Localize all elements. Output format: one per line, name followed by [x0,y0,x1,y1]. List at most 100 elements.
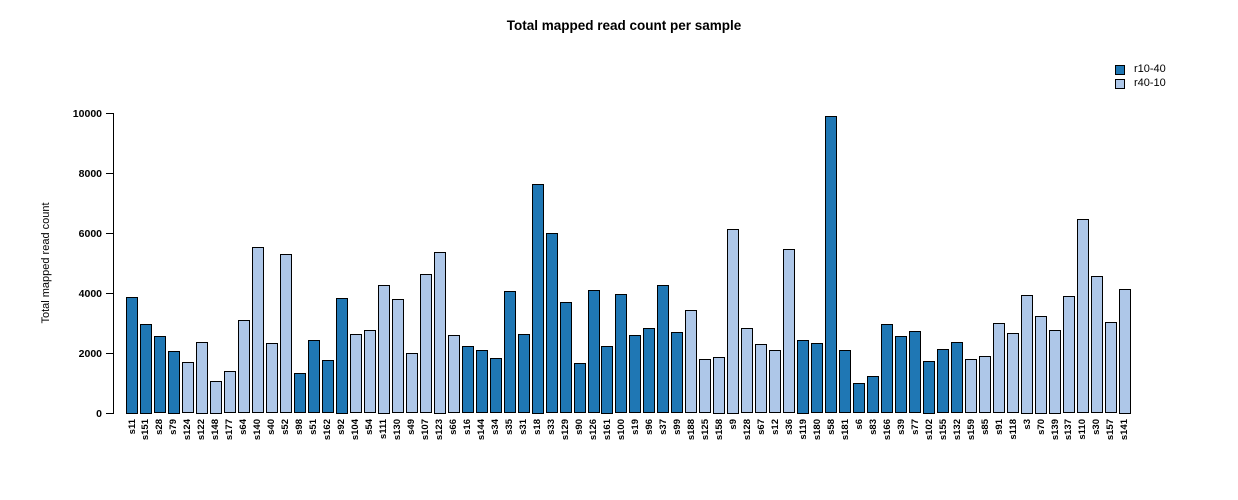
x-tick-label-s102: s102 [923,419,935,441]
bar-s54 [363,330,376,414]
x-tick-label-s128: s128 [741,419,753,441]
x-tick-label-s30: s30 [1091,419,1103,435]
x-tick-label-s54: s54 [364,419,376,435]
x-tick-label-s129: s129 [560,419,572,441]
bar-s6 [853,383,866,414]
bar-s83 [867,375,880,414]
x-tick-label-s124: s124 [182,419,194,441]
x-tick-label-s159: s159 [965,419,977,441]
x-tick-label-s49: s49 [406,419,418,435]
bar-s52 [279,253,292,414]
x-tick-label-s157: s157 [1105,419,1117,441]
x-tick-label-s99: s99 [671,419,683,435]
x-tick-label-s137: s137 [1063,419,1075,441]
x-tick-label-s39: s39 [895,419,907,435]
chart-title: Total mapped read count per sample [506,18,742,33]
bar-s30 [1090,276,1103,414]
x-tick-label-s123: s123 [434,419,446,441]
legend-swatch-icon [1115,78,1125,89]
y-tick-label: 6000 [78,227,102,240]
x-tick-label-s92: s92 [336,419,348,435]
y-tick-mark [106,352,113,355]
bar-s181 [839,349,852,414]
bar-s31 [517,333,530,414]
y-axis-title: Total mapped read count [40,202,52,324]
bar-s3 [1021,295,1034,414]
x-tick-label-s58: s58 [825,419,837,435]
x-tick-label-s34: s34 [490,419,502,435]
x-tick-label-s188: s188 [685,419,697,441]
x-tick-label-s67: s67 [755,419,767,435]
y-tick-mark [106,232,113,235]
bar-s148 [209,380,222,414]
bar-s188 [685,309,698,414]
bar-s9 [727,229,740,414]
x-tick-label-s66: s66 [448,419,460,435]
bar-s67 [755,343,768,414]
legend-swatch-icon [1115,64,1125,75]
bar-s70 [1035,316,1048,414]
bar-s85 [979,355,992,414]
x-tick-label-s33: s33 [546,419,558,435]
bar-s11 [126,296,138,414]
bar-s18 [531,184,544,414]
bar-s177 [223,370,236,414]
y-axis-line [113,113,115,414]
x-tick-label-s104: s104 [350,419,362,441]
x-tick-label-s12: s12 [769,419,781,435]
y-tick-label: 2000 [78,347,102,360]
bar-s128 [741,328,754,414]
x-tick-label-s144: s144 [476,419,488,441]
x-tick-label-s70: s70 [1035,419,1047,435]
bar-s90 [573,362,586,414]
x-tick-label-s139: s139 [1049,419,1061,441]
x-tick-label-s6: s6 [853,419,865,430]
x-tick-label-s111: s111 [378,419,390,440]
y-tick-mark [106,292,113,295]
x-tick-label-s36: s36 [783,419,795,435]
bar-s28 [153,336,166,414]
bar-s35 [503,290,516,414]
bar-s77 [909,330,922,414]
bar-s12 [769,350,782,414]
x-tick-label-s3: s3 [1021,419,1033,430]
legend-item-r10-40: r10-40 [1115,64,1166,75]
x-tick-label-s35: s35 [504,419,516,435]
bar-s129 [559,301,572,414]
bar-s100 [615,293,628,414]
x-tick-label-s177: s177 [224,419,236,441]
bar-s111 [377,284,390,414]
x-tick-label-s162: s162 [322,419,334,441]
bar-s122 [195,341,208,414]
x-tick-label-s158: s158 [713,419,725,441]
x-tick-label-s166: s166 [881,419,893,441]
bar-s157 [1104,322,1117,414]
x-tick-label-s148: s148 [210,419,222,441]
x-tick-label-s91: s91 [993,419,1005,435]
bar-s155 [937,348,950,414]
bar-s34 [489,358,502,414]
x-tick-label-s52: s52 [280,419,292,435]
bar-s91 [993,322,1006,414]
x-tick-label-s132: s132 [951,419,963,441]
bar-s19 [629,334,642,414]
bar-s96 [643,328,656,414]
x-tick-label-s11: s11 [126,419,138,435]
bar-s64 [237,319,250,414]
y-tick-label: 4000 [78,287,102,300]
bar-s125 [699,358,712,414]
x-tick-label-s77: s77 [909,419,921,435]
bar-s66 [447,334,460,414]
x-tick-label-s122: s122 [196,419,208,441]
bar-s137 [1062,295,1075,414]
bar-s98 [293,372,306,414]
x-tick-label-s19: s19 [629,419,641,435]
x-tick-label-s37: s37 [657,419,669,435]
x-tick-label-s118: s118 [1007,419,1019,440]
y-tick-label: 8000 [78,167,102,180]
x-tick-label-s90: s90 [574,419,586,435]
x-tick-label-s140: s140 [252,419,264,441]
bar-s158 [713,356,726,414]
bar-s140 [251,246,264,414]
bar-s39 [895,335,908,414]
